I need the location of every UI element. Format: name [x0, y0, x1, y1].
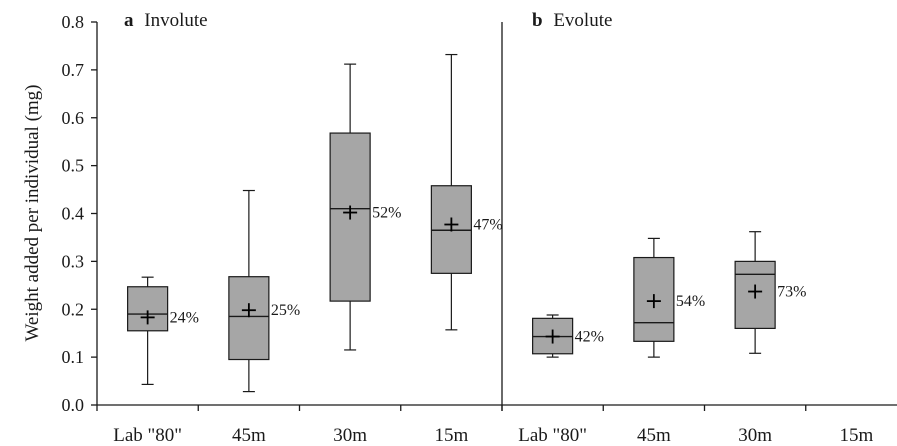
box-a-4: 47%	[430, 53, 503, 331]
percent-label: 42%	[575, 329, 604, 346]
panel-a-name: Involute	[144, 10, 207, 31]
box-a-2: 25%	[228, 189, 300, 393]
y-tick-label: 0.2	[62, 299, 85, 319]
y-tick-label: 0.8	[62, 12, 85, 32]
y-tick-label: 0.4	[62, 204, 85, 224]
y-tick-label: 0.6	[62, 108, 85, 128]
percent-label: 25%	[271, 302, 300, 319]
y-tick-label: 0.5	[62, 156, 85, 176]
x-axis: Lab "80" 45m 30m 15m Lab "80" 45m 30m 15m	[96, 405, 873, 446]
percent-label: 54%	[676, 293, 705, 310]
y-tick-label: 0.0	[62, 395, 85, 415]
box-a-1: 24%	[127, 276, 199, 386]
x-tick-label: 15m	[839, 425, 873, 446]
panel-a-letter: a	[124, 10, 134, 31]
panel-a-title: a Involute	[124, 10, 208, 31]
x-tick-label: 45m	[637, 425, 671, 446]
x-tick-label: 45m	[232, 425, 266, 446]
panel-b-name: Evolute	[553, 10, 612, 31]
x-tick-label: Lab "80"	[113, 425, 182, 446]
percent-label: 24%	[170, 309, 199, 326]
percent-label: 47%	[473, 217, 502, 234]
x-tick-label: 30m	[333, 425, 367, 446]
y-tick-label: 0.3	[62, 251, 85, 271]
box-series: 24% 25% 52% 47% 42% 54% 73%	[127, 53, 806, 393]
panel-b-letter: b	[532, 10, 543, 31]
x-tick-label: Lab "80"	[518, 425, 587, 446]
y-tick-label: 0.7	[62, 60, 85, 80]
box-a-3: 52%	[329, 63, 401, 351]
box-b-3: 73%	[734, 231, 806, 354]
y-axis-label: Weight added per individual (mg)	[22, 84, 43, 341]
box-b-1: 42%	[532, 314, 604, 358]
box-b-2: 54%	[633, 237, 705, 358]
x-tick-label: 15m	[434, 425, 468, 446]
iqr-box	[228, 276, 270, 361]
percent-label: 52%	[372, 205, 401, 222]
y-tick-label: 0.1	[62, 347, 85, 367]
panel-b-title: b Evolute	[532, 10, 612, 31]
y-axis: 0.0 0.1 0.2 0.3 0.4 0.5 0.6 0.7 0.8	[62, 12, 98, 415]
x-tick-label: 30m	[738, 425, 772, 446]
percent-label: 73%	[777, 284, 806, 301]
